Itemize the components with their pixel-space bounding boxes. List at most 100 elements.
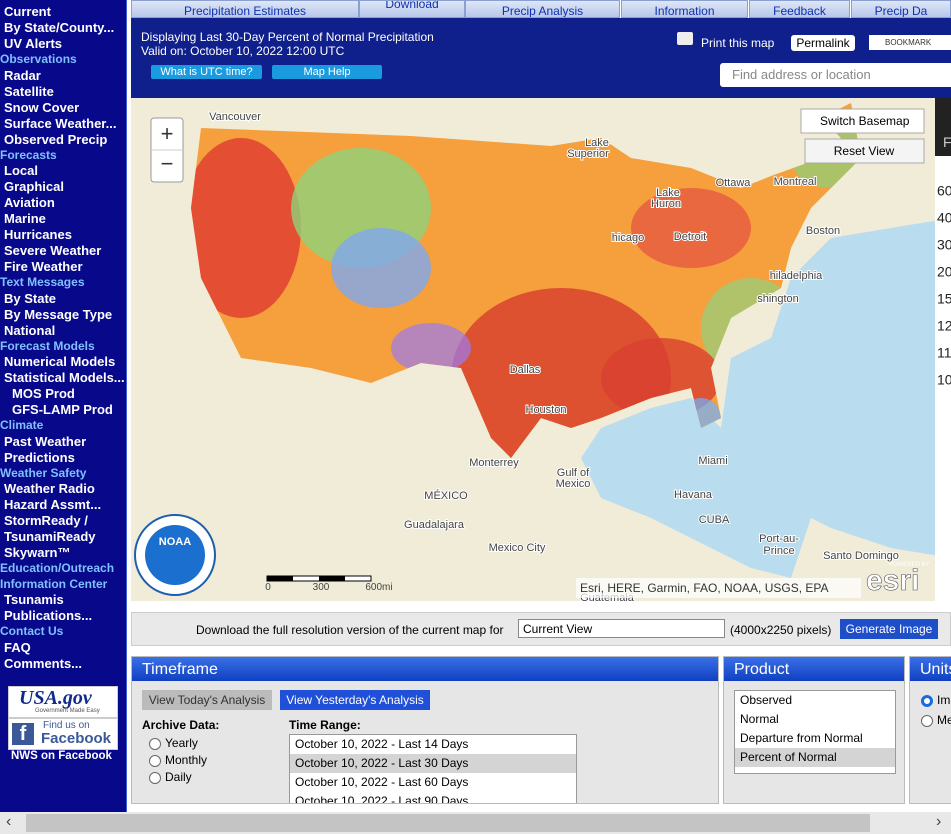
list-option[interactable]: October 10, 2022 - Last 60 Days: [295, 775, 469, 789]
nav-link[interactable]: Tsunamis: [4, 592, 64, 607]
unit-option[interactable]: Im: [921, 690, 951, 710]
download-text: Download the full resolution version of …: [196, 623, 504, 637]
fb-top: Find us on: [43, 720, 90, 731]
search-box[interactable]: Find address or location: [720, 63, 951, 87]
scale-seg: [267, 576, 293, 581]
radio-label: Monthly: [165, 753, 208, 767]
nav-link[interactable]: Severe Weather: [4, 243, 102, 258]
range-label: Time Range:: [289, 718, 361, 732]
nav-link[interactable]: National: [4, 322, 56, 338]
list-option[interactable]: Observed: [740, 693, 793, 707]
nav-link[interactable]: Statistical Models...: [4, 370, 125, 385]
map-label: Dallas: [510, 364, 541, 376]
tab[interactable]: Download: [359, 0, 465, 18]
nav-link[interactable]: Aviation: [4, 195, 55, 210]
list-option[interactable]: Departure from Normal: [740, 731, 863, 745]
help-button[interactable]: Map Help: [272, 65, 382, 79]
tab[interactable]: Precipitation Estimates: [131, 0, 359, 18]
nav-link[interactable]: Predictions: [4, 449, 75, 465]
nav-heading: Forecasts: [0, 147, 57, 162]
nav-link[interactable]: By Message Type: [4, 306, 113, 322]
tab[interactable]: Information: [621, 0, 748, 18]
attribution-bg: [576, 578, 861, 598]
nav-heading: Climate: [0, 418, 44, 432]
legend-label: 40: [937, 210, 951, 226]
nav-link[interactable]: By State: [4, 290, 57, 306]
map-label: Huron: [651, 198, 681, 210]
nav-link[interactable]: Hurricanes: [4, 227, 72, 242]
nav-link[interactable]: Skywarn™: [4, 545, 71, 560]
nav-link[interactable]: Comments...: [4, 655, 83, 671]
nav-link[interactable]: Fire Weather: [4, 259, 83, 274]
scale-label: 600mi: [365, 582, 392, 593]
list-option[interactable]: October 10, 2022 - Last 30 Days: [290, 754, 576, 773]
scale-label: 300: [313, 582, 330, 593]
switch-basemap: Switch Basemap: [820, 114, 910, 128]
nav-link[interactable]: UV Alerts: [4, 36, 63, 51]
nav-link[interactable]: Local: [4, 163, 38, 178]
map-label: Prince: [763, 545, 794, 557]
download-size: (4000x2250 pixels): [730, 623, 832, 637]
bookmark[interactable]: BOOKMARK: [869, 35, 951, 50]
nav-link[interactable]: StormReady / TsunamiReady: [4, 513, 96, 544]
list-option[interactable]: Percent of Normal: [735, 748, 895, 767]
h-scrollbar[interactable]: ‹ ›: [0, 812, 951, 834]
radio-row[interactable]: Daily: [149, 769, 207, 786]
nav-link[interactable]: Surface Weather...: [4, 115, 117, 131]
tab[interactable]: Precip Analysis: [465, 0, 620, 18]
zoom-out[interactable]: −: [161, 151, 174, 176]
unit-option[interactable]: Me: [921, 710, 951, 730]
map-label: Boston: [806, 225, 840, 237]
map-label: CUBA: [699, 514, 730, 526]
today-button[interactable]: View Today's Analysis: [142, 690, 272, 710]
map-label: Vancouver: [209, 111, 261, 123]
utc-button[interactable]: What is UTC time?: [151, 65, 262, 79]
nav-link[interactable]: Observed Precip: [4, 131, 108, 147]
reset-view-btn[interactable]: [804, 138, 925, 164]
nav-sublink[interactable]: MOS Prod: [12, 386, 75, 401]
nav-link[interactable]: Radar: [4, 67, 41, 83]
tab[interactable]: Feedback: [749, 0, 850, 18]
switch-basemap-btn[interactable]: [800, 108, 925, 134]
scroll-left[interactable]: ‹: [6, 813, 12, 830]
scroll-right[interactable]: ›: [936, 813, 942, 830]
facebook-logo[interactable]: f Find us on Facebook: [8, 718, 118, 750]
tab[interactable]: Precip Da: [851, 0, 951, 18]
nav-sublink[interactable]: GFS-LAMP Prod: [12, 402, 113, 417]
nav-link[interactable]: By State/County...: [4, 20, 115, 35]
zoom-in[interactable]: +: [161, 121, 174, 146]
nav-link[interactable]: Snow Cover: [4, 99, 80, 115]
range-list[interactable]: October 10, 2022 - Last 14 Days October 1…: [289, 734, 577, 804]
legend-label: 10: [937, 372, 951, 388]
product-list[interactable]: Observed Normal Departure from Normal Perce…: [734, 690, 896, 774]
nav-link[interactable]: Publications...: [4, 608, 93, 623]
scroll-thumb[interactable]: [26, 814, 870, 832]
product-panel: Product Observed Normal Departure from Nor…: [723, 656, 905, 804]
permalink[interactable]: Permalink: [791, 35, 855, 51]
nav-link[interactable]: Past Weather: [4, 433, 87, 449]
list-option[interactable]: October 10, 2022 - Last 90 Days: [295, 794, 469, 804]
nav-link[interactable]: Graphical: [4, 179, 64, 194]
yesterday-button[interactable]: View Yesterday's Analysis: [280, 690, 430, 710]
radio-row[interactable]: Yearly: [149, 735, 207, 752]
nav-link[interactable]: Marine: [4, 211, 46, 226]
list-option[interactable]: October 10, 2022 - Last 14 Days: [295, 737, 469, 751]
generate-button[interactable]: Generate Image: [840, 619, 938, 639]
nav-link[interactable]: Hazard Assmt...: [4, 497, 102, 512]
nav-link[interactable]: Weather Radio: [4, 481, 95, 496]
nav-link[interactable]: Satellite: [4, 83, 54, 99]
legend-label: 12: [937, 318, 951, 334]
nws-facebook[interactable]: NWS on Facebook: [11, 750, 112, 762]
radio-label: Yearly: [165, 736, 198, 750]
nav-link[interactable]: FAQ: [4, 639, 31, 655]
radio-row[interactable]: Monthly: [149, 752, 207, 769]
print-link[interactable]: Print this map: [701, 36, 775, 50]
view-select[interactable]: Current View: [518, 619, 725, 638]
scale-seg: [319, 576, 345, 581]
list-option[interactable]: Normal: [740, 712, 779, 726]
nav-link[interactable]: Current: [4, 4, 51, 19]
usagov-logo[interactable]: USA.gov Government Made Easy: [8, 686, 118, 718]
radio: [149, 754, 161, 767]
nav-link[interactable]: Numerical Models: [4, 354, 116, 369]
